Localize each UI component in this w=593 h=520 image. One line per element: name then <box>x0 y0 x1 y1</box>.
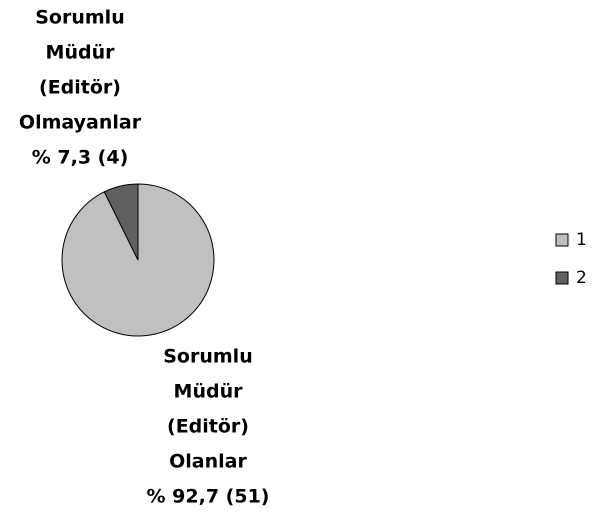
legend-label: 1 <box>576 230 587 250</box>
data-label: Müdür <box>174 381 244 403</box>
data-label: % 7,3 (4) <box>32 147 129 169</box>
data-label: Sorumlu <box>35 7 124 29</box>
data-label: Olmayanlar <box>19 112 142 134</box>
pie-slice <box>103 183 139 261</box>
legend-swatch <box>555 271 569 285</box>
data-label: (Editör) <box>39 77 121 99</box>
data-label: Müdür <box>46 42 116 64</box>
legend-swatch <box>555 233 569 247</box>
data-label: Olanlar <box>169 451 247 473</box>
data-label: (Editör) <box>167 416 249 438</box>
data-label: Sorumlu <box>163 346 252 368</box>
legend-label: 2 <box>576 268 587 288</box>
data-label: % 92,7 (51) <box>147 486 270 508</box>
